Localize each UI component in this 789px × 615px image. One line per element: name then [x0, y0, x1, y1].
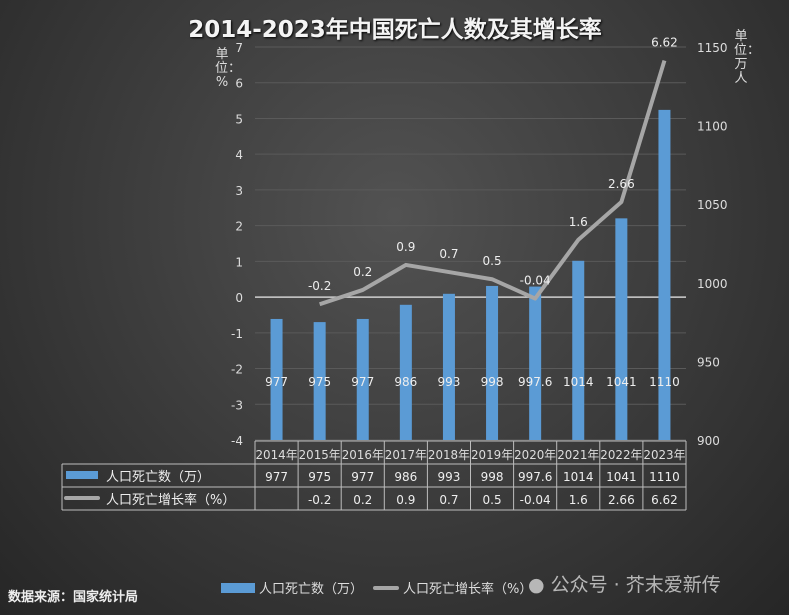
table-row-label: 人口死亡数（万） — [106, 470, 210, 485]
table-cell: 998 — [481, 470, 504, 484]
bar — [658, 109, 671, 440]
table-cell: 2.66 — [608, 493, 635, 507]
left-tick-label: -4 — [231, 434, 243, 448]
bar-data-label: 997.6 — [518, 375, 552, 389]
left-tick-label: -1 — [231, 327, 243, 341]
left-tick-label: 1 — [235, 255, 243, 269]
left-tick-label: 6 — [235, 77, 243, 91]
x-category-label: 2020年 — [514, 448, 556, 462]
line-data-label: 0.5 — [483, 254, 502, 268]
table-cell: 1041 — [606, 470, 637, 484]
table-cell: 975 — [308, 470, 331, 484]
bar-data-label: 998 — [481, 375, 504, 389]
bar — [572, 260, 585, 440]
table-cell: 0.2 — [353, 493, 372, 507]
table-cell: -0.04 — [520, 493, 551, 507]
bar — [313, 322, 326, 440]
x-category-label: 2014年 — [256, 448, 298, 462]
bar-data-label: 993 — [437, 375, 460, 389]
left-tick-label: 2 — [235, 220, 243, 234]
wechat-icon: ● — [528, 574, 545, 596]
bar — [486, 285, 499, 440]
table-cell: 0.5 — [483, 493, 502, 507]
line-data-label: 2.66 — [608, 177, 635, 191]
table-cell: 0.9 — [396, 493, 415, 507]
bar — [270, 318, 283, 440]
watermark: ● 公众号 · 芥末爱新传 — [528, 570, 721, 597]
x-category-label: 2023年 — [643, 448, 685, 462]
left-tick-label: 5 — [235, 112, 243, 126]
bar — [615, 218, 628, 440]
bar-data-label: 977 — [351, 375, 374, 389]
legend-line-swatch — [373, 585, 400, 590]
line-data-label: -0.04 — [520, 274, 551, 288]
table-bar-swatch — [66, 471, 98, 479]
bar-data-label: 1041 — [606, 375, 637, 389]
x-category-label: 2021年 — [557, 448, 599, 462]
line-data-label: -0.2 — [308, 279, 331, 293]
left-tick-label: -3 — [231, 398, 243, 412]
line-data-label: 1.6 — [569, 215, 588, 229]
right-tick-label: 1000 — [697, 277, 728, 291]
table-cell: 993 — [437, 470, 460, 484]
chart-title: 2014-2023年中国死亡人数及其增长率 — [188, 17, 602, 43]
bar-data-label: 986 — [394, 375, 417, 389]
bar-data-label: 1014 — [563, 375, 594, 389]
right-tick-label: 1050 — [697, 198, 728, 212]
line-data-label: 0.9 — [396, 240, 415, 254]
line-data-label: 6.62 — [651, 36, 678, 50]
left-tick-label: 3 — [235, 184, 243, 198]
bar — [356, 318, 369, 440]
right-tick-label: 1100 — [697, 120, 728, 134]
table-cell: 1.6 — [569, 493, 588, 507]
left-tick-label: 7 — [235, 41, 243, 55]
left-tick-label: 0 — [235, 291, 243, 305]
bar-data-label: 975 — [308, 375, 331, 389]
left-tick-label: -2 — [231, 363, 243, 377]
table-cell: 1110 — [649, 470, 680, 484]
bar-data-label: 977 — [265, 375, 288, 389]
x-category-label: 2017年 — [385, 448, 427, 462]
watermark-text: 公众号 · 芥末爱新传 — [550, 574, 721, 596]
table-row-label: 人口死亡增长率（%） — [106, 492, 235, 508]
x-category-label: 2018年 — [428, 448, 470, 462]
right-tick-label: 950 — [697, 355, 720, 369]
bar-data-label: 1110 — [649, 375, 680, 389]
x-category-label: 2019年 — [471, 448, 513, 462]
right-tick-label: 1150 — [697, 41, 728, 55]
right-tick-label: 900 — [697, 434, 720, 448]
x-category-label: 2015年 — [299, 448, 341, 462]
table-cell: 0.7 — [439, 493, 458, 507]
table-cell: 1014 — [563, 470, 594, 484]
line-data-label: 0.7 — [439, 247, 458, 261]
line-data-label: 0.2 — [353, 265, 372, 279]
table-cell: -0.2 — [308, 493, 331, 507]
legend-line-label: 人口死亡增长率（%） — [403, 582, 533, 597]
legend-bar-swatch — [221, 582, 255, 593]
legend-bar-label: 人口死亡数（万） — [259, 582, 364, 597]
table-cell: 977 — [351, 470, 374, 484]
x-category-label: 2022年 — [600, 448, 642, 462]
x-category-label: 2016年 — [342, 448, 384, 462]
legend: 人口死亡数（万） 人口死亡增长率（%） — [221, 578, 532, 597]
bar — [442, 293, 455, 440]
table-cell: 986 — [394, 470, 417, 484]
left-tick-label: 4 — [235, 148, 243, 162]
table-cell: 997.6 — [518, 470, 552, 484]
data-source: 数据来源：国家统计局 — [8, 590, 139, 605]
table-cell: 6.62 — [651, 493, 678, 507]
bar — [399, 304, 412, 440]
bar — [529, 286, 542, 440]
table-cell: 977 — [265, 470, 288, 484]
